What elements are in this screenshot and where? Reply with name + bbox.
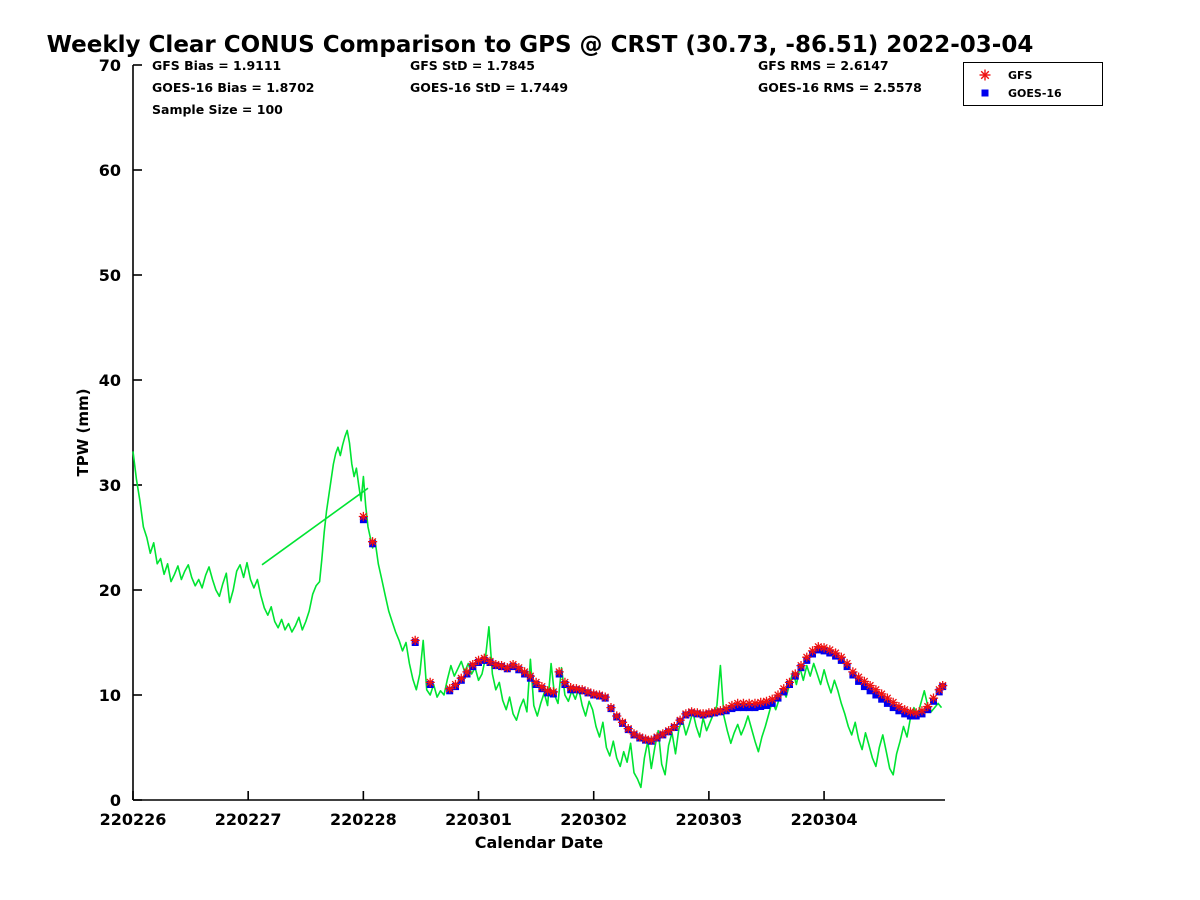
y-tick-label: 70 — [99, 56, 121, 75]
x-tick-label: 220228 — [330, 810, 397, 829]
legend-item-goes16: GOES-16 — [970, 85, 1096, 101]
legend-label-gfs: GFS — [1008, 68, 1033, 82]
y-tick-label: 0 — [110, 791, 121, 810]
series-goes-16 — [359, 516, 947, 745]
x-tick-label: 220227 — [215, 810, 282, 829]
legend-box: GFS GOES-16 — [963, 62, 1103, 106]
y-tick-label: 30 — [99, 476, 121, 495]
x-tick-label: 220302 — [560, 810, 627, 829]
series-gps-gap-interpolation — [261, 487, 369, 566]
chart-title: Weekly Clear CONUS Comparison to GPS @ C… — [46, 32, 1034, 58]
x-axis-ticks: 220226 220227 220228 220301 220302 220303 2203… — [100, 791, 858, 829]
stat-gfs-rms: GFS RMS = 2.6147 — [758, 58, 889, 73]
y-axis-label: TPW (mm) — [74, 389, 92, 477]
legend-item-gfs: GFS — [970, 67, 1096, 83]
x-tick-label: 220301 — [445, 810, 512, 829]
x-axis-label: Calendar Date — [475, 833, 604, 852]
x-tick-label: 220226 — [100, 810, 167, 829]
y-tick-label: 40 — [99, 371, 121, 390]
x-tick-label: 220303 — [675, 810, 742, 829]
legend-label-goes16: GOES-16 — [1008, 86, 1062, 100]
y-tick-label: 20 — [99, 581, 121, 600]
stat-gfs-std: GFS StD = 1.7845 — [410, 58, 535, 73]
stat-sample-size: Sample Size = 100 — [152, 102, 283, 117]
series-gps — [132, 429, 943, 789]
series-gfs — [358, 511, 948, 745]
stat-goes16-rms: GOES-16 RMS = 2.5578 — [758, 80, 922, 95]
y-tick-label: 10 — [99, 686, 121, 705]
stat-goes16-bias: GOES-16 Bias = 1.8702 — [152, 80, 315, 95]
stat-goes16-std: GOES-16 StD = 1.7449 — [410, 80, 569, 95]
blue-square-icon — [970, 86, 1000, 100]
y-tick-label: 60 — [99, 161, 121, 180]
x-tick-label: 220304 — [791, 810, 858, 829]
y-tick-label: 50 — [99, 266, 121, 285]
axes — [132, 65, 945, 801]
red-asterisk-icon — [970, 68, 1000, 82]
y-axis-ticks: 0 10 20 30 40 50 60 70 — [99, 56, 142, 810]
stat-gfs-bias: GFS Bias = 1.9111 — [152, 58, 282, 73]
